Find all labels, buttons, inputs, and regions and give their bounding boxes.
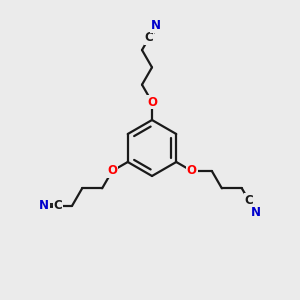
Text: N: N — [39, 199, 49, 212]
Text: O: O — [147, 95, 157, 109]
Text: N: N — [251, 206, 261, 219]
Text: C: C — [54, 199, 62, 212]
Text: O: O — [187, 164, 197, 178]
Text: C: C — [145, 32, 153, 44]
Text: N: N — [151, 19, 161, 32]
Text: C: C — [244, 194, 253, 207]
Text: O: O — [107, 164, 117, 178]
